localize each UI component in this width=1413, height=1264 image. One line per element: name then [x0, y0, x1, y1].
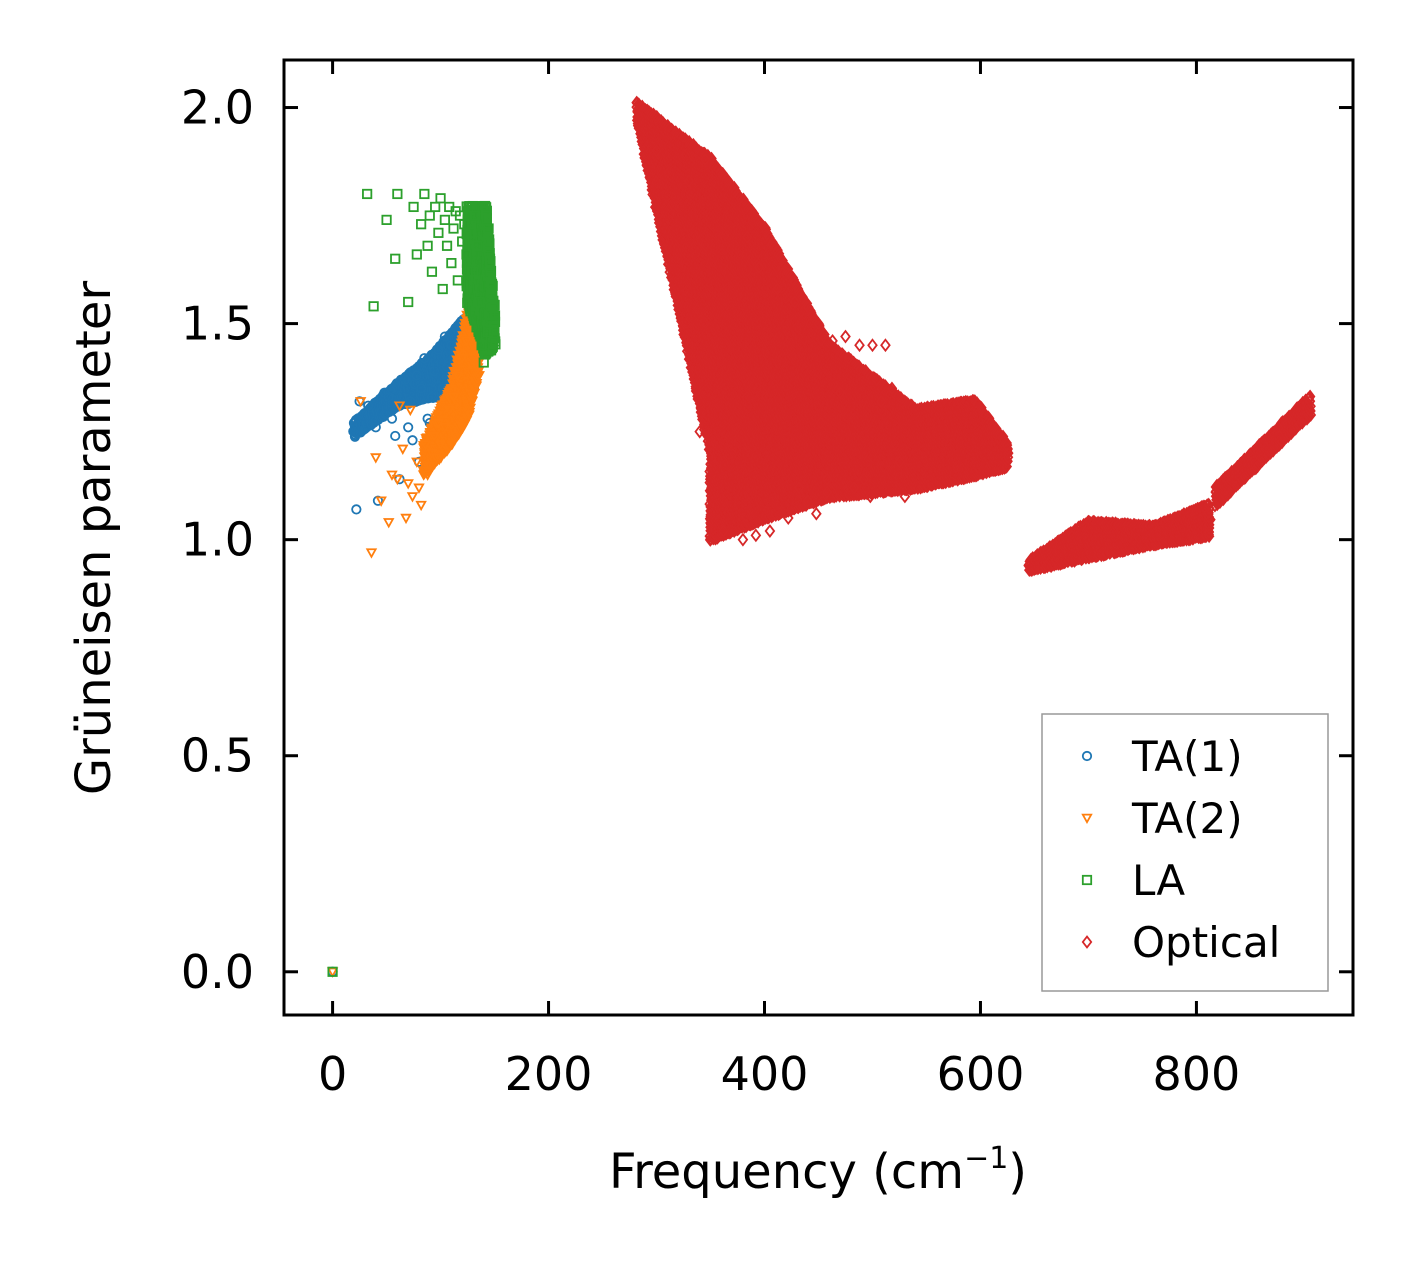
data-marks — [326, 95, 1317, 978]
